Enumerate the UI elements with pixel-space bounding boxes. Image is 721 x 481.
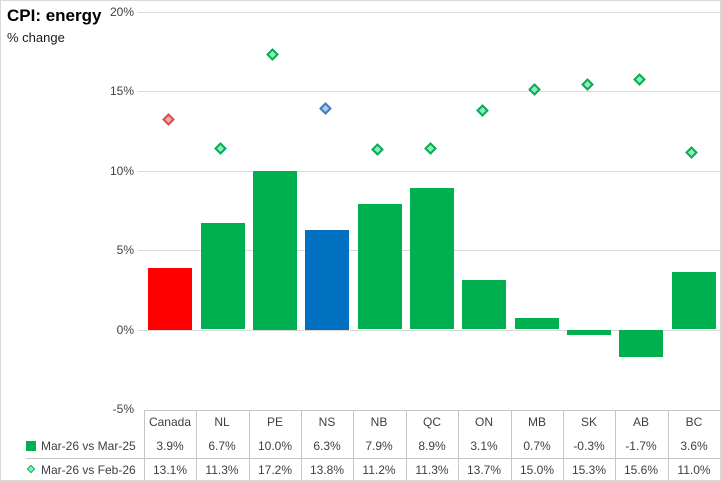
marker-diamond-pe <box>266 48 279 61</box>
y-axis-tick-label: -5% <box>112 402 134 416</box>
bar-sk <box>567 330 611 335</box>
marker-diamond-nl <box>214 142 227 155</box>
table-column-border <box>406 410 407 480</box>
table-value-cell: 7.9% <box>365 439 393 453</box>
table-header-nb: NB <box>370 415 388 429</box>
y-axis-tick-label: 15% <box>109 84 134 98</box>
y-axis-tick-label: 20% <box>109 5 134 19</box>
marker-diamond-mb <box>528 83 541 96</box>
table-header-nl: NL <box>214 415 230 429</box>
table-value-cell: 6.7% <box>208 439 236 453</box>
table-header-mb: MB <box>528 415 546 429</box>
bar-bc <box>672 272 716 329</box>
table-header-bc: BC <box>685 415 703 429</box>
table-column-border <box>615 410 616 480</box>
table-column-border <box>249 410 250 480</box>
chart-subtitle: % change <box>7 30 65 45</box>
table-column-border <box>511 410 512 480</box>
table-value-cell: 17.2% <box>257 463 293 477</box>
table-value-cell: 11.2% <box>362 463 396 477</box>
table-value-cell: 13.1% <box>152 463 188 477</box>
table-header-ns: NS <box>318 415 336 429</box>
bar-nb <box>358 204 402 329</box>
legend-diamond-icon <box>26 464 36 474</box>
table-column-border <box>563 410 564 480</box>
bar-on <box>462 280 506 329</box>
bar-mb <box>515 318 559 329</box>
legend-square-icon <box>26 441 36 451</box>
marker-diamond-nb <box>371 143 384 156</box>
y-gridline <box>138 171 720 172</box>
table-value-cell: 11.3% <box>415 463 449 477</box>
bar-nl <box>201 223 245 329</box>
y-gridline <box>138 330 720 331</box>
table-value-cell: 8.9% <box>418 439 446 453</box>
legend-label: Mar-26 vs Mar-25 <box>41 439 136 453</box>
table-column-border <box>353 410 354 480</box>
y-axis-tick-label: 0% <box>116 323 134 337</box>
table-value-cell: 3.9% <box>156 439 184 453</box>
marker-diamond-sk <box>581 78 594 91</box>
table-column-border <box>144 410 145 480</box>
table-value-cell: 0.7% <box>523 439 551 453</box>
table-top-border <box>144 410 720 411</box>
table-header-canada: Canada <box>148 415 192 429</box>
table-value-cell: -0.3% <box>573 439 605 453</box>
marker-diamond-on <box>476 104 489 117</box>
table-value-cell: 3.1% <box>470 439 498 453</box>
table-value-cell: -1.7% <box>625 439 657 453</box>
table-value-cell: 15.3% <box>571 463 607 477</box>
table-header-on: ON <box>475 415 493 429</box>
bar-qc <box>410 188 454 329</box>
table-value-cell: 13.8% <box>309 463 345 477</box>
table-header-pe: PE <box>266 415 283 429</box>
table-value-cell: 11.0% <box>677 463 711 477</box>
y-gridline <box>138 12 720 13</box>
marker-diamond-bc <box>685 146 698 159</box>
marker-diamond-canada <box>162 113 175 126</box>
bar-ab <box>619 330 663 357</box>
table-value-cell: 15.6% <box>623 463 659 477</box>
bar-pe <box>253 171 297 330</box>
marker-diamond-ns <box>319 102 332 115</box>
bar-ns <box>305 230 349 330</box>
table-value-cell: 10.0% <box>257 439 293 453</box>
chart-title: CPI: energy <box>7 6 102 25</box>
table-column-border <box>301 410 302 480</box>
table-value-cell: 3.6% <box>680 439 708 453</box>
marker-diamond-qc <box>424 142 437 155</box>
table-value-cell: 15.0% <box>519 463 555 477</box>
table-column-border <box>196 410 197 480</box>
table-value-cell: 6.3% <box>313 439 341 453</box>
table-header-ab: AB <box>632 415 649 429</box>
table-header-qc: QC <box>423 415 441 429</box>
table-value-cell: 13.7% <box>466 463 502 477</box>
table-header-sk: SK <box>580 415 597 429</box>
table-row-separator <box>26 458 720 459</box>
marker-diamond-ab <box>633 73 646 86</box>
bar-canada <box>148 268 192 330</box>
legend-label: Mar-26 vs Feb-26 <box>41 463 136 477</box>
y-axis-tick-label: 10% <box>109 164 134 178</box>
table-column-border <box>458 410 459 480</box>
y-axis-tick-label: 5% <box>116 243 134 257</box>
y-gridline <box>138 91 720 92</box>
table-column-border <box>668 410 669 480</box>
table-value-cell: 11.3% <box>205 463 239 477</box>
